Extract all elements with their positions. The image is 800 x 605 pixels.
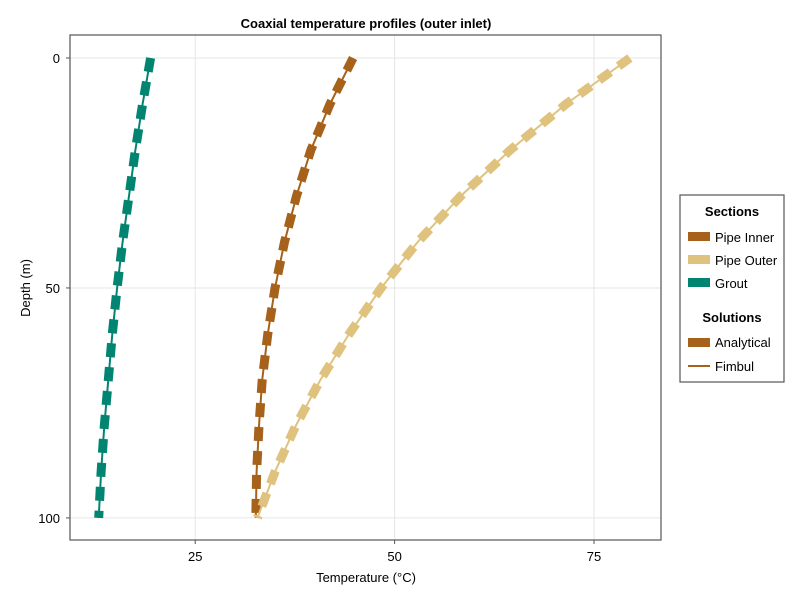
legend-sections-title: Sections [705,204,759,219]
fimbul-line-pipe-inner [254,57,354,518]
grid [70,35,661,540]
legend-label-grout: Grout [715,276,748,291]
legend-solutions-title: Solutions [702,310,761,325]
legend-label-analytical: Analytical [715,335,771,350]
legend-label-pipe-outer: Pipe Outer [715,253,778,268]
y-axis-label: Depth (m) [18,259,33,317]
y-tick-label: 50 [46,281,60,296]
y-tick-label: 0 [53,51,60,66]
legend-label-fimbul: Fimbul [715,359,754,374]
x-axis-label: Temperature (°C) [316,570,416,585]
legend: Sections Pipe Inner Pipe Outer Grout Solut… [679,194,785,383]
ticks: 25 50 75 0 50 100 [38,51,601,564]
legend-label-pipe-inner: Pipe Inner [715,230,775,245]
fimbul-line-grout [97,57,152,518]
y-tick-label: 100 [38,511,60,526]
x-tick-label: 75 [587,549,601,564]
legend-swatch-grout [688,278,710,287]
legend-swatch-analytical [688,338,710,347]
series-group [94,54,633,520]
legend-box [679,194,785,383]
legend-swatch-pipe-inner [688,232,710,241]
fimbul-line-pipe-outer [256,57,631,519]
legend-swatch-pipe-outer [688,255,710,264]
chart-title: Coaxial temperature profiles (outer inle… [241,16,492,31]
x-tick-label: 50 [387,549,401,564]
x-tick-label: 25 [188,549,202,564]
